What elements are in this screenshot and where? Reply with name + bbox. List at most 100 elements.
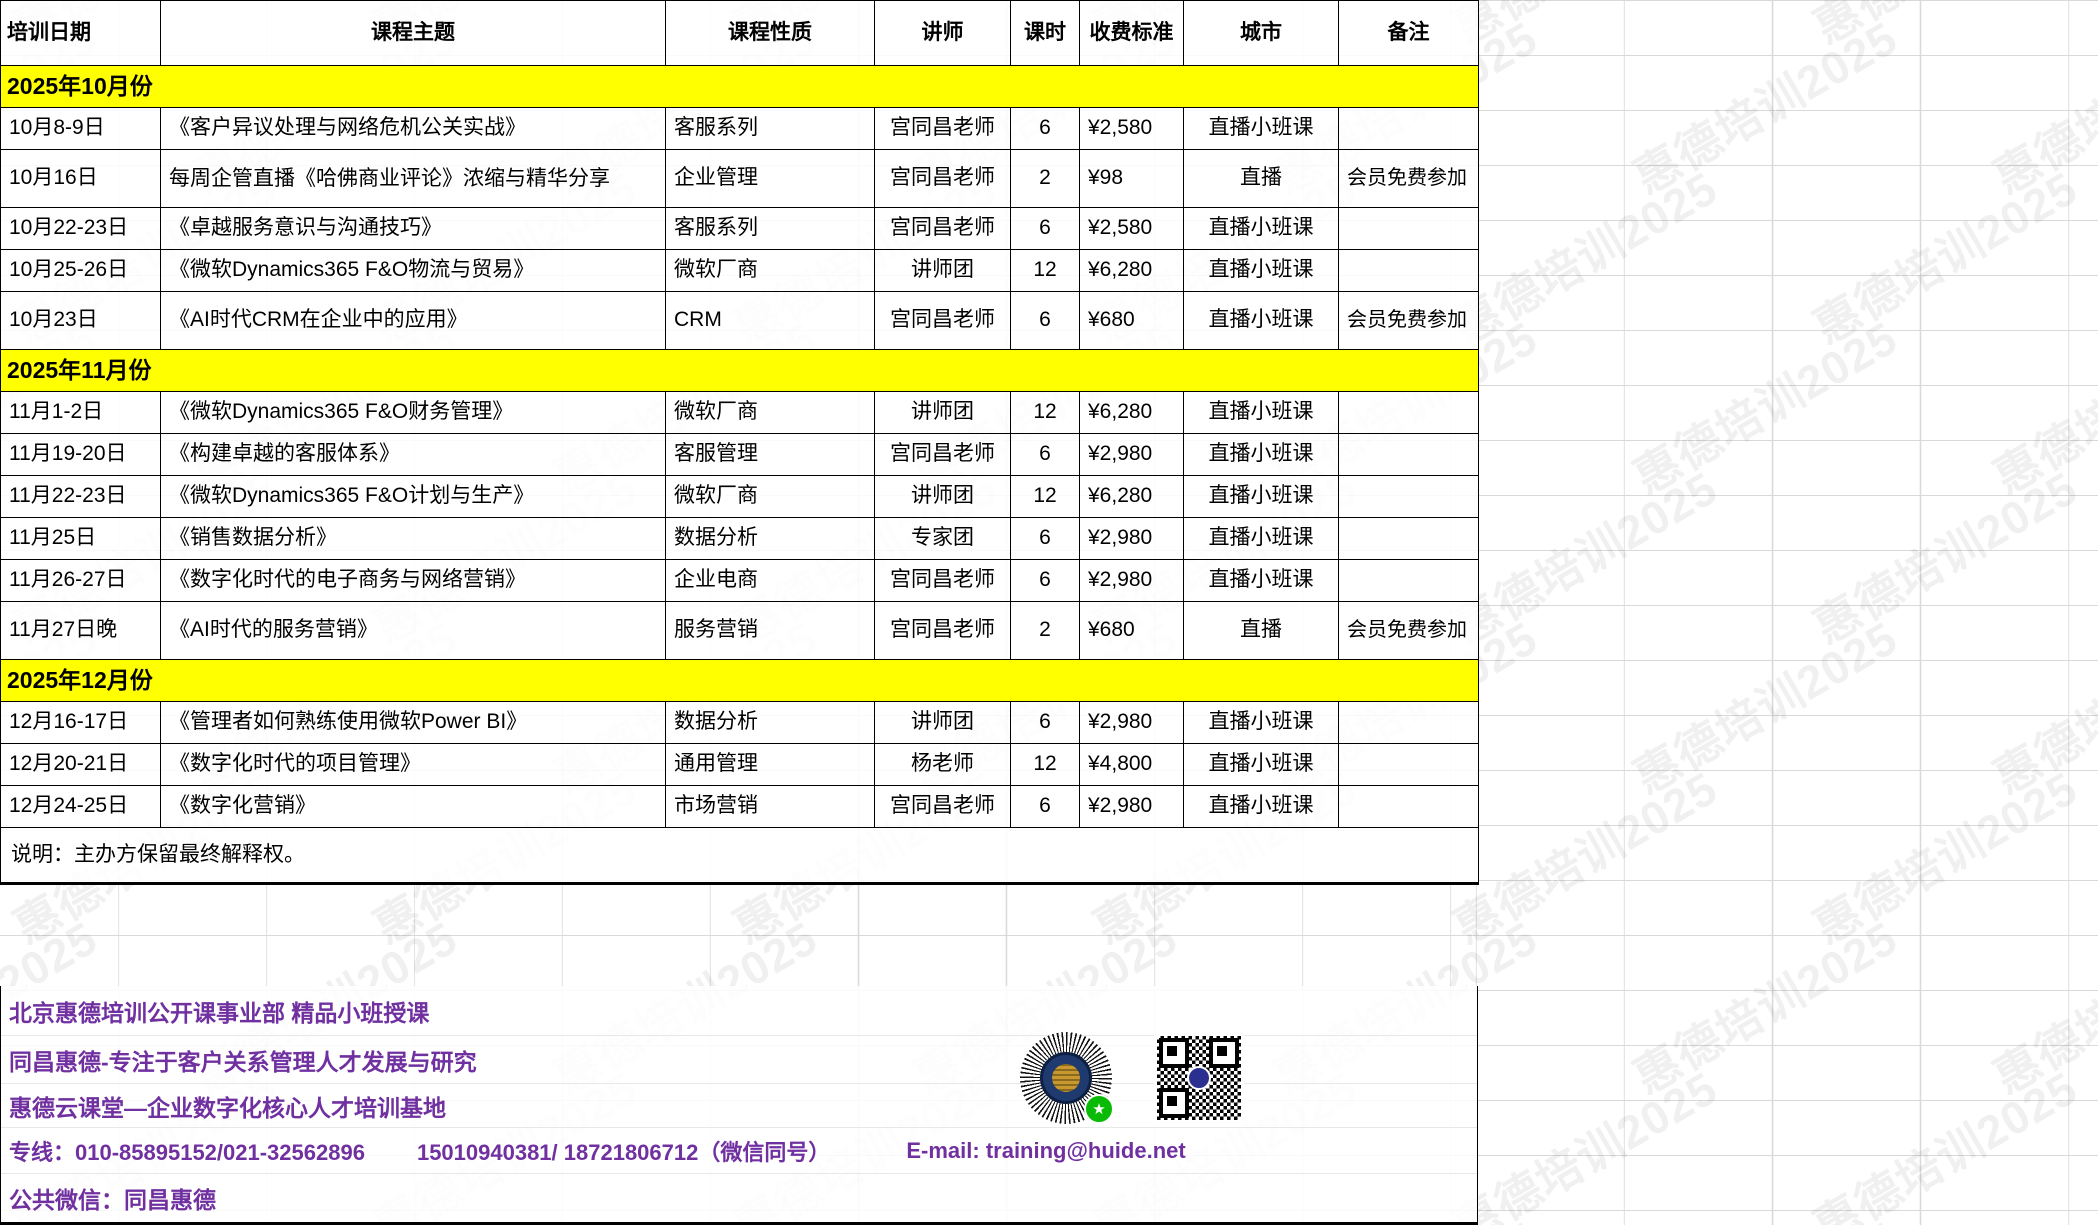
cell-date: 11月22-23日 (0, 475, 161, 518)
cell-note: 会员免费参加 (1338, 149, 1479, 208)
cell-topic: 《微软Dynamics365 F&O物流与贸易》 (160, 249, 666, 292)
cell-hours: 6 (1010, 517, 1080, 560)
month-label: 2025年10月份 (0, 65, 1479, 108)
qr-center-core (1052, 1064, 1080, 1092)
table-row[interactable]: 10月8-9日 《客户异议处理与网络危机公关实战》 客服系列 宫同昌老师 6 ¥2,580… (0, 107, 1479, 150)
cell-teacher: 宫同昌老师 (874, 559, 1011, 602)
table-row[interactable]: 11月1-2日 《微软Dynamics365 F&O财务管理》 微软厂商 讲师团 12 ¥… (0, 391, 1479, 434)
cell-date: 10月23日 (0, 291, 161, 350)
cell-fee: ¥2,980 (1079, 433, 1184, 476)
cell-teacher: 专家团 (874, 517, 1011, 560)
month-section-header: 2025年11月份 (0, 349, 1479, 392)
cell-note (1338, 391, 1479, 434)
table-row[interactable]: 11月26-27日 《数字化时代的电子商务与网络营销》 企业电商 宫同昌老师 6 ¥2,9… (0, 559, 1479, 602)
cell-city: 直播小班课 (1183, 517, 1339, 560)
cell-topic: 《数字化时代的电子商务与网络营销》 (160, 559, 666, 602)
cell-topic: 《微软Dynamics365 F&O财务管理》 (160, 391, 666, 434)
cell-teacher: 讲师团 (874, 701, 1011, 744)
cell-hours: 12 (1010, 249, 1080, 292)
cell-fee: ¥2,580 (1079, 107, 1184, 150)
cell-type: 企业管理 (665, 149, 875, 208)
cell-type: CRM (665, 291, 875, 350)
cell-date: 12月16-17日 (0, 701, 161, 744)
cell-city: 直播小班课 (1183, 249, 1339, 292)
qr-finder-top-right (1209, 1038, 1239, 1068)
cell-city: 直播小班课 (1183, 433, 1339, 476)
qr-code-group: ★ (1020, 1032, 1244, 1124)
month-section-header: 2025年10月份 (0, 65, 1479, 108)
cell-city: 直播小班课 (1183, 391, 1339, 434)
cell-fee: ¥2,980 (1079, 785, 1184, 828)
table-row[interactable]: 12月20-21日 《数字化时代的项目管理》 通用管理 杨老师 12 ¥4,800 直播小班… (0, 743, 1479, 786)
qr-center-ring (1040, 1052, 1092, 1104)
cell-fee: ¥2,980 (1079, 701, 1184, 744)
cell-type: 市场营销 (665, 785, 875, 828)
cell-teacher: 杨老师 (874, 743, 1011, 786)
cell-fee: ¥680 (1079, 601, 1184, 660)
cell-city: 直播小班课 (1183, 107, 1339, 150)
column-header-0: 培训日期 (0, 0, 161, 66)
cell-type: 客服系列 (665, 107, 875, 150)
table-header: 培训日期 课程主题 课程性质 讲师 课时 收费标准 城市 备注 (0, 0, 1479, 66)
cell-hours: 6 (1010, 559, 1080, 602)
cell-city: 直播 (1183, 601, 1339, 660)
table-row[interactable]: 10月25-26日 《微软Dynamics365 F&O物流与贸易》 微软厂商 讲师团… (0, 249, 1479, 292)
cell-hours: 6 (1010, 433, 1080, 476)
cell-topic: 《销售数据分析》 (160, 517, 666, 560)
cell-date: 11月19-20日 (0, 433, 161, 476)
cell-note (1338, 743, 1479, 786)
cell-topic: 《微软Dynamics365 F&O计划与生产》 (160, 475, 666, 518)
cell-city: 直播 (1183, 149, 1339, 208)
table-row[interactable]: 10月16日 每周企管直播《哈佛商业评论》浓缩与精华分享 企业管理 宫同昌老师 2 ¥98… (0, 149, 1479, 208)
cell-fee: ¥6,280 (1079, 391, 1184, 434)
table-row[interactable]: 10月22-23日 《卓越服务意识与沟通技巧》 客服系列 宫同昌老师 6 ¥2,580 直播… (0, 207, 1479, 250)
cell-date: 10月16日 (0, 149, 161, 208)
cell-city: 直播小班课 (1183, 207, 1339, 250)
cell-fee: ¥6,280 (1079, 249, 1184, 292)
table-row[interactable]: 11月27日晚 《AI时代的服务营销》 服务营销 宫同昌老师 2 ¥680 直播 会员免费参加 (0, 601, 1479, 660)
table-row[interactable]: 11月25日 《销售数据分析》 数据分析 专家团 6 ¥2,980 直播小班课 (0, 517, 1479, 560)
month-label: 2025年12月份 (0, 659, 1479, 702)
table-row[interactable]: 11月19-20日 《构建卓越的客服体系》 客服管理 宫同昌老师 6 ¥2,980 直播小班… (0, 433, 1479, 476)
cell-topic: 《AI时代CRM在企业中的应用》 (160, 291, 666, 350)
cell-note (1338, 785, 1479, 828)
cell-type: 数据分析 (665, 701, 875, 744)
footer-contact-line: 专线：010-85895152/021-32562896 15010940381… (1, 1128, 1477, 1174)
table-body: 2025年10月份 10月8-9日 《客户异议处理与网络危机公关实战》 客服系列 宫同昌… (0, 65, 1479, 885)
cell-type: 客服管理 (665, 433, 875, 476)
table-row[interactable]: 10月23日 《AI时代CRM在企业中的应用》 CRM 宫同昌老师 6 ¥680 直播小班课… (0, 291, 1479, 350)
cell-hours: 2 (1010, 149, 1080, 208)
table-row[interactable]: 12月24-25日 《数字化营销》 市场营销 宫同昌老师 6 ¥2,980 直播小班课 (0, 785, 1479, 828)
qr-center-logo (1187, 1066, 1211, 1090)
footer-wechat-line: 公共微信：同昌惠德 (9, 1187, 216, 1213)
cell-date: 11月1-2日 (0, 391, 161, 434)
cell-hours: 6 (1010, 701, 1080, 744)
training-schedule-table: 培训日期 课程主题 课程性质 讲师 课时 收费标准 城市 备注 2025年10月份 10月8-9… (0, 0, 1479, 885)
column-header-6: 城市 (1183, 0, 1339, 66)
footer-contact-block: 北京惠德培训公开课事业部 精品小班授课 同昌惠德-专注于客户关系管理人才发展与研… (0, 986, 1478, 1225)
column-header-4: 课时 (1010, 0, 1080, 66)
wechat-miniprogram-qr-icon[interactable]: ★ (1020, 1032, 1114, 1124)
qr-finder-top-left (1159, 1038, 1189, 1068)
cell-type: 企业电商 (665, 559, 875, 602)
cell-date: 10月22-23日 (0, 207, 161, 250)
column-header-5: 收费标准 (1079, 0, 1184, 66)
hotline-text: 专线：010-85895152/021-32562896 (9, 1139, 365, 1165)
table-row[interactable]: 11月22-23日 《微软Dynamics365 F&O计划与生产》 微软厂商 讲师团… (0, 475, 1479, 518)
table-row[interactable]: 12月16-17日 《管理者如何熟练使用微软Power BI》 数据分析 讲师团 6 ¥2… (0, 701, 1479, 744)
cell-teacher: 讲师团 (874, 249, 1011, 292)
email-text[interactable]: E-mail: training@huide.net (906, 1137, 1186, 1163)
wechat-official-qr-icon[interactable] (1154, 1033, 1244, 1123)
cell-type: 数据分析 (665, 517, 875, 560)
cell-fee: ¥2,980 (1079, 559, 1184, 602)
cell-city: 直播小班课 (1183, 701, 1339, 744)
cell-topic: 《客户异议处理与网络危机公关实战》 (160, 107, 666, 150)
cell-note (1338, 701, 1479, 744)
column-header-7: 备注 (1338, 0, 1479, 66)
cell-topic: 《管理者如何熟练使用微软Power BI》 (160, 701, 666, 744)
cell-teacher: 讲师团 (874, 475, 1011, 518)
cell-teacher: 宫同昌老师 (874, 433, 1011, 476)
cell-fee: ¥4,800 (1079, 743, 1184, 786)
cell-teacher: 讲师团 (874, 391, 1011, 434)
cell-city: 直播小班课 (1183, 291, 1339, 350)
